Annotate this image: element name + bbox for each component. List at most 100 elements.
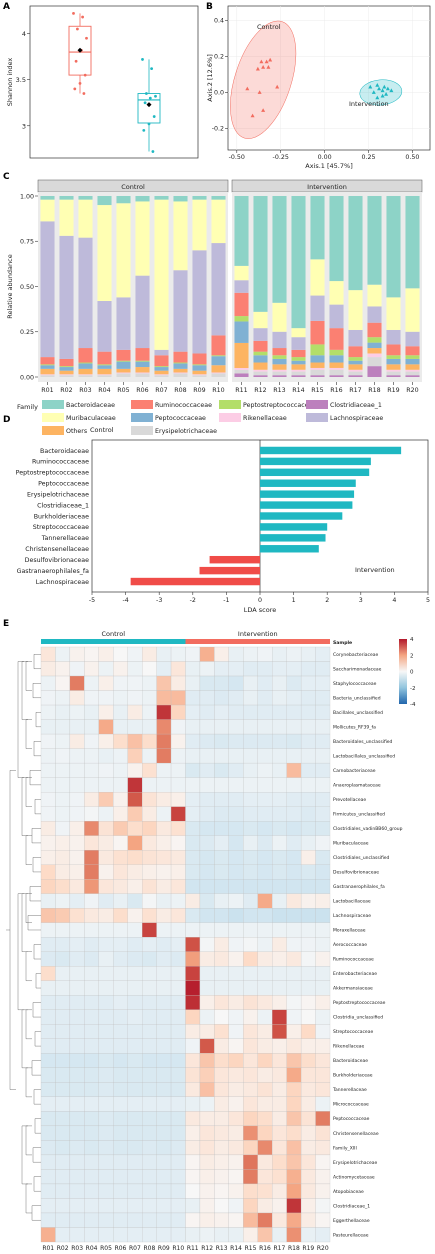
heatmap-cell <box>272 661 287 677</box>
heatmap-cell <box>257 690 273 706</box>
heatmap-cell <box>272 646 287 662</box>
stack-segment <box>253 328 268 341</box>
heatmap-cell <box>315 690 331 706</box>
heatmap-cell <box>315 646 331 662</box>
legend-swatch <box>131 426 153 435</box>
heatmap-cell <box>315 1183 331 1199</box>
heatmap-cell <box>98 791 114 807</box>
heatmap-cell <box>286 690 302 706</box>
heatmap-cell <box>84 922 99 938</box>
stack-segment <box>154 355 169 367</box>
heatmap-cell <box>40 922 56 938</box>
stack-segment <box>405 364 420 370</box>
stack-segment <box>78 362 93 364</box>
heatmap-cell <box>243 646 258 662</box>
legend-label: Others <box>66 428 87 435</box>
heatmap-cell <box>98 893 114 909</box>
heatmap-cell <box>199 1082 215 1098</box>
heatmap-cell <box>286 893 302 909</box>
heatmap-cell <box>185 1038 201 1054</box>
heatmap-cell <box>98 675 114 691</box>
heatmap-cell <box>286 922 302 938</box>
heatmap-cell <box>55 951 71 967</box>
stack-segment <box>253 371 268 376</box>
heatmap-cell <box>228 1024 244 1039</box>
lda-category-label: Christensenellaceae <box>25 546 89 553</box>
heatmap-cell <box>272 1140 287 1156</box>
column-label: R15 <box>245 1245 257 1252</box>
heatmap-cell <box>257 646 273 662</box>
heatmap-cell <box>98 908 114 923</box>
legend-label: Lachnospiraceae <box>330 415 383 422</box>
heatmap-cell <box>272 879 287 894</box>
stack-segment <box>329 196 344 282</box>
stack-segment <box>291 328 306 338</box>
heatmap-cell <box>170 835 186 851</box>
heatmap-cell <box>272 951 287 967</box>
heatmap-cell <box>300 922 316 938</box>
heatmap-cell <box>98 748 114 764</box>
stack-segment <box>135 361 150 368</box>
x-axis-label: LDA score <box>244 606 277 614</box>
heatmap-cell <box>257 879 273 894</box>
stack-segment <box>234 316 249 322</box>
heatmap-cell <box>228 821 244 836</box>
heatmap-cell <box>127 980 143 996</box>
stack-segment <box>405 346 420 356</box>
heatmap-cell <box>142 908 157 923</box>
dendrogram-branch <box>34 1031 41 1047</box>
stack-segment <box>192 199 207 251</box>
heatmap-cell <box>315 777 331 793</box>
heatmap-cell <box>170 966 186 981</box>
heatmap-cell <box>84 1111 99 1127</box>
annotation-label: Sample <box>333 640 352 646</box>
stack-segment <box>116 349 131 361</box>
heatmap-cell <box>199 1183 215 1199</box>
heatmap-cell <box>272 922 287 938</box>
heatmap-cell <box>228 995 244 1010</box>
heatmap-cell <box>214 1154 229 1170</box>
heatmap-cell <box>40 646 56 662</box>
row-label: Carnobacteriaceae <box>333 768 376 774</box>
heatmap-cell <box>69 1082 85 1098</box>
mean-marker <box>146 102 152 108</box>
heatmap-cell <box>98 1009 114 1025</box>
stack-segment <box>253 340 268 352</box>
panel-letter: C <box>3 172 10 182</box>
legend-swatch <box>306 400 328 409</box>
row-label: Erysipelotrichaceae <box>333 1160 378 1166</box>
heatmap-cell <box>127 879 143 894</box>
heatmap-cell <box>40 791 56 807</box>
panel-e-heatmap: Control Intervention Sample Corynebacteriac… <box>6 630 416 1252</box>
dendrogram-branch <box>25 719 32 749</box>
heatmap-cell <box>300 1169 316 1185</box>
heatmap-cell <box>127 690 143 706</box>
heatmap-cell <box>214 980 229 996</box>
heatmap-cell <box>199 661 215 677</box>
jitter-point <box>154 94 157 98</box>
heatmap-cell <box>127 1067 143 1083</box>
heatmap-cell <box>185 661 201 677</box>
heatmap-cell <box>272 1038 287 1054</box>
stack-segment <box>97 205 112 301</box>
heatmap-cell <box>55 1198 71 1214</box>
heatmap-cell <box>185 1183 201 1199</box>
heatmap-cell <box>214 1212 229 1228</box>
stack-segment <box>310 196 325 260</box>
dendrogram-branch <box>25 1009 32 1040</box>
heatmap-cell <box>98 1082 114 1098</box>
annotation-control: Control <box>90 426 114 434</box>
heatmap-cell <box>127 1198 143 1214</box>
stack-segment <box>192 374 207 376</box>
heatmap-cell <box>214 690 229 706</box>
jitter-point <box>151 150 155 153</box>
stack-segment <box>253 351 268 356</box>
heatmap-cell <box>272 1111 287 1127</box>
stack-segment <box>78 237 93 349</box>
heatmap-cell <box>55 1067 71 1083</box>
heatmap-cell <box>272 762 287 778</box>
dendrogram-branch <box>25 1125 32 1156</box>
heatmap-cell <box>69 1183 85 1199</box>
heatmap-cell <box>84 1067 99 1083</box>
heatmap-cell <box>272 791 287 807</box>
